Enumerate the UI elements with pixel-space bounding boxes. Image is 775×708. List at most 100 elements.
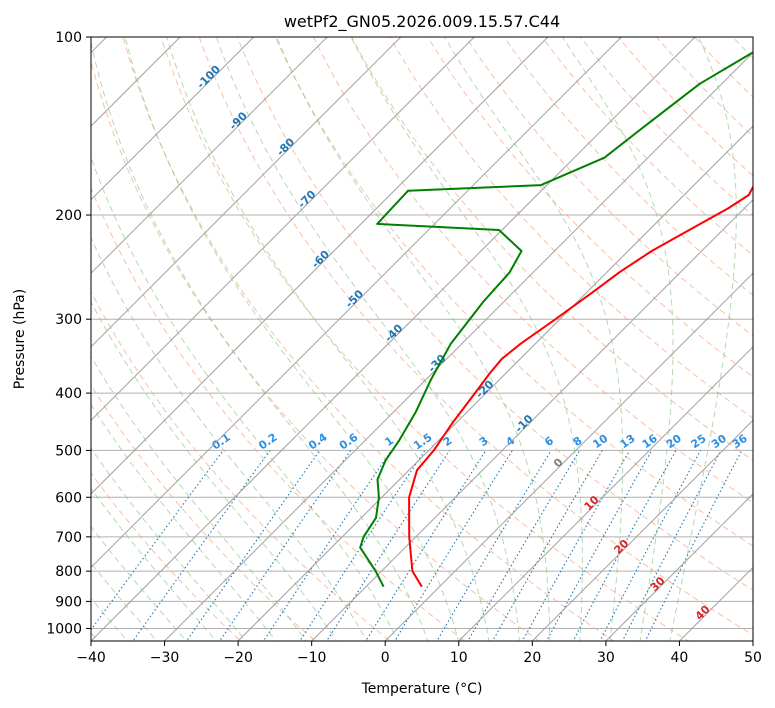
mixing-ratio-label: 6 <box>542 434 556 449</box>
y-tick-label: 100 <box>55 30 82 46</box>
isotherm-line <box>310 198 753 641</box>
plot-area: 0.1 0.2 0.4 0.6 1 1.5 2 3 4 6 8 10 13 16 20 25 30 36-100-… <box>0 10 775 653</box>
moist-adiabat <box>215 37 520 641</box>
mixing-ratio-label: 0.1 <box>209 431 232 453</box>
isotherm-line <box>91 37 696 641</box>
isotherm-line <box>91 37 181 127</box>
mixing-ratio-line <box>219 450 352 641</box>
dewpoint-profile <box>359 51 753 588</box>
mixing-ratio-label: 36 <box>730 432 750 452</box>
mixing-ratio-line <box>185 450 321 641</box>
dry-adiabat <box>91 59 540 641</box>
x-tick-label: −20 <box>223 650 253 666</box>
moist-adiabat <box>166 37 490 641</box>
dry-adiabat <box>160 37 690 641</box>
y-tick-label: 300 <box>55 312 82 328</box>
mixing-ratio-line <box>394 450 513 641</box>
isotherm-label: -40 <box>382 321 405 344</box>
mixing-ratio-label: 1.5 <box>411 431 434 453</box>
dry-adiabat <box>236 37 753 591</box>
moist-adiabat <box>91 447 247 641</box>
moist-adiabat <box>669 37 737 641</box>
x-tick-label: −10 <box>297 650 327 666</box>
dry-adiabat <box>91 186 466 641</box>
x-tick-label: 30 <box>597 650 615 666</box>
y-tick-label: 600 <box>55 490 82 506</box>
x-tick-label: 0 <box>381 650 390 666</box>
mixing-ratio-line <box>132 450 271 641</box>
mixing-ratio-line <box>262 450 392 641</box>
dry-adiabat <box>91 384 317 641</box>
mixing-ratio-label: 25 <box>689 432 709 451</box>
isotherm-line <box>752 640 753 641</box>
isotherm-label: 40 <box>693 603 713 623</box>
plot-frame <box>90 36 754 642</box>
x-tick-label: −30 <box>150 650 180 666</box>
moist-adiabat <box>91 525 188 641</box>
isotherm-line <box>237 125 753 641</box>
mixing-ratio-label: 10 <box>590 432 610 452</box>
isotherm-label: 10 <box>582 493 602 513</box>
y-tick-label: 800 <box>55 564 82 580</box>
dry-adiabat <box>655 37 753 138</box>
isotherm-line <box>91 37 328 274</box>
dry-adiabat <box>617 37 753 177</box>
x-tick-label: −40 <box>76 650 106 666</box>
isotherm-line <box>91 37 255 201</box>
dry-adiabat <box>351 37 753 461</box>
moist-adiabat <box>350 37 583 641</box>
mixing-ratio-label: 20 <box>664 432 684 452</box>
moist-adiabat <box>91 597 129 641</box>
y-tick-label: 200 <box>55 208 82 224</box>
moist-adiabat <box>91 487 217 641</box>
dry-adiabat <box>312 37 753 504</box>
dry-adiabat <box>198 37 753 636</box>
dry-adiabat <box>274 37 753 547</box>
moist-adiabat <box>91 155 398 641</box>
mixing-ratio-line <box>521 450 631 641</box>
x-tick-label: 10 <box>450 650 468 666</box>
mixing-ratio-line <box>599 450 702 641</box>
moist-adiabat <box>91 300 338 641</box>
moist-adiabat <box>91 562 158 641</box>
moist-adiabat <box>91 40 429 641</box>
mixing-ratio-label: 8 <box>571 434 585 449</box>
dry-adiabat <box>91 290 391 641</box>
mixing-ratio-label: 0.4 <box>306 430 330 452</box>
mixing-ratio-line <box>326 450 451 641</box>
y-tick-label: 900 <box>55 594 82 610</box>
dry-adiabat <box>758 24 775 653</box>
moist-adiabat <box>91 355 307 641</box>
mixing-ratio-line <box>545 450 653 641</box>
dry-adiabat <box>503 37 753 296</box>
temperature-profile <box>408 184 753 588</box>
y-tick-label: 500 <box>55 443 82 459</box>
isotherm-line <box>458 346 753 641</box>
x-tick-label: 40 <box>671 650 689 666</box>
mixing-ratio-label: 30 <box>709 432 729 452</box>
y-tick-label: 1000 <box>46 621 82 637</box>
dry-adiabat <box>427 37 753 378</box>
isotherm-line <box>678 566 753 641</box>
axes: −40 −30 −20 −10 0 10 20 30 40 5010020030040050060… <box>46 30 762 666</box>
mixing-ratio-line <box>91 450 224 631</box>
mixing-ratio-line <box>492 450 603 641</box>
dry-adiabat <box>731 37 753 59</box>
mixing-ratio-label: 3 <box>477 434 491 449</box>
moist-adiabat <box>561 37 674 641</box>
isotherm-line <box>605 493 753 641</box>
y-tick-label: 400 <box>55 386 82 402</box>
moist-adiabat <box>91 236 368 641</box>
mixing-ratio-label: 13 <box>618 432 638 451</box>
chart-title: wetPf2_GN05.2026.009.15.57.C44 <box>284 12 560 32</box>
isotherm-line <box>0 10 60 653</box>
mixing-ratio-line <box>467 450 581 641</box>
mixing-ratio-label: 0.2 <box>256 431 279 453</box>
isotherm-line <box>91 37 402 348</box>
isotherm-line <box>384 272 753 641</box>
moist-adiabat <box>91 403 277 641</box>
mixing-ratio-line <box>644 450 743 641</box>
isotherm-label: -80 <box>274 135 297 158</box>
